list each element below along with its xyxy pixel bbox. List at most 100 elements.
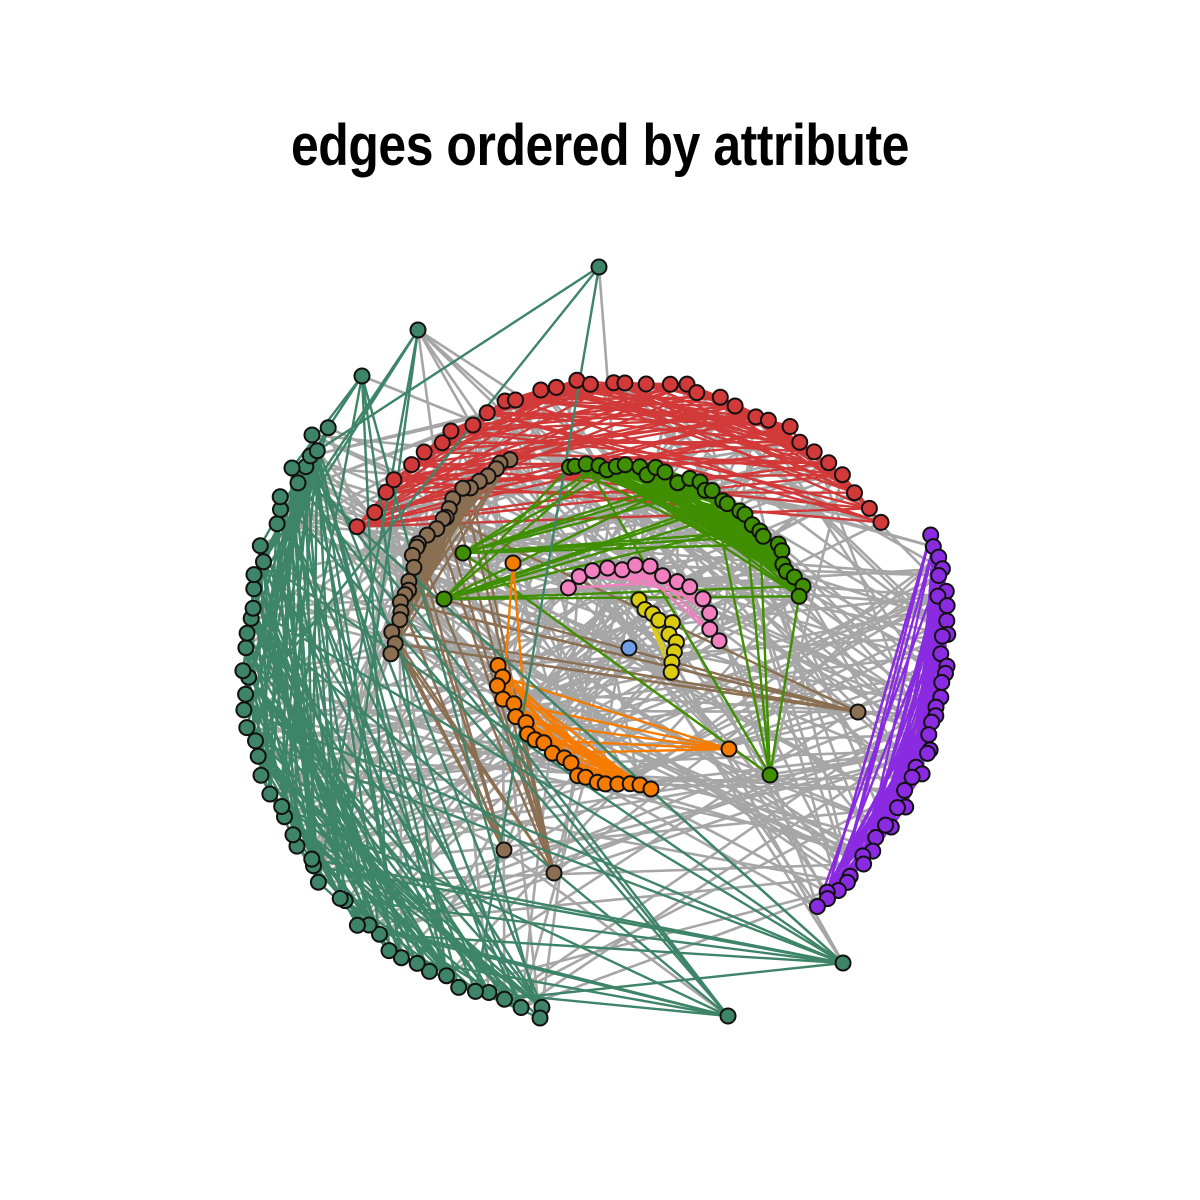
node-teal [303,426,321,444]
node-green [773,542,791,560]
edge-teal [253,329,419,576]
node-pink [626,556,644,574]
edge-between-groups [721,500,852,877]
node-teal [245,566,263,584]
edge-brown [391,630,859,714]
node-teal [237,685,255,703]
node-teal [255,553,272,571]
node-red [433,434,451,452]
edge-brown [390,631,555,874]
edge-red [411,415,757,466]
edge-teal [255,739,844,965]
edge-green [462,464,600,555]
node-pink [710,632,728,650]
edge-orange [513,702,730,751]
node-red [366,503,384,521]
node-teal [353,367,371,385]
edge-red [423,382,688,454]
node-teal [234,662,252,680]
edge-teal [360,375,448,976]
node-teal [309,873,327,891]
node-teal [244,599,262,617]
edge-teal [245,726,522,1009]
node-teal [380,942,398,960]
node-purple [938,612,956,630]
edge-red [487,411,791,428]
edge-teal [297,482,729,1017]
edge-teal [252,607,419,964]
edge-red [385,382,688,494]
node-brown [382,645,400,663]
edge-teal [279,508,523,1009]
edge-purple [826,534,932,893]
edge-red [356,415,757,528]
node-teal [273,798,291,815]
node-teal [238,719,256,737]
node-teal [238,624,256,642]
edge-between-groups [356,525,864,857]
node-red [377,483,395,501]
edge-between-groups [670,639,720,674]
edge-green [606,468,787,573]
edge-between-groups [584,776,819,908]
node-teal [284,826,302,844]
node-teal [438,967,455,985]
node-green [761,766,779,784]
node-purple [896,781,914,799]
node-teal [331,889,349,907]
edge-green [462,542,779,555]
edge-green [758,531,772,776]
node-green [718,495,736,513]
node-red [781,418,799,435]
node-teal [249,747,267,765]
node-red [415,443,433,461]
node-yellow [662,663,680,681]
node-red [820,454,838,472]
node-teal [834,954,852,972]
edge-orange [502,675,730,751]
edge-purple [890,556,940,828]
node-teal [261,785,279,803]
node-brown [405,558,423,576]
node-teal [235,701,253,719]
node-teal [348,916,366,934]
edge-green [443,595,800,601]
node-blue [620,639,638,657]
edge-teal [379,933,844,965]
edge-teal [283,450,319,817]
node-teal [252,766,270,784]
edge-teal [247,450,319,678]
graph-nodes [234,258,957,1027]
node-brown [391,611,409,629]
edge-orange [525,721,730,751]
edge-green [443,584,804,601]
edge-green [443,464,600,600]
node-red [547,378,565,396]
node-red [805,443,823,461]
node-pink [701,620,719,638]
node-purple [889,799,906,817]
edge-purple [826,665,949,893]
node-red [616,374,634,392]
edge-brown [395,642,859,714]
node-orange [642,780,660,798]
node-red [464,416,482,434]
edge-teal [360,375,391,951]
node-teal [496,990,513,1008]
node-purple [933,674,951,691]
node-red [860,499,878,517]
node-teal [308,442,326,460]
edge-teal [244,647,490,994]
node-purple [920,726,938,744]
edge-teal [290,467,342,899]
node-pink [654,567,672,585]
edge-brown [400,600,859,714]
node-purple [877,816,895,834]
edge-between-groups [514,399,673,673]
node-pink [694,590,712,608]
node-teal [319,419,337,437]
node-red [726,397,744,415]
edge-green [606,468,800,598]
node-red [846,484,863,502]
edge-green [743,514,772,776]
